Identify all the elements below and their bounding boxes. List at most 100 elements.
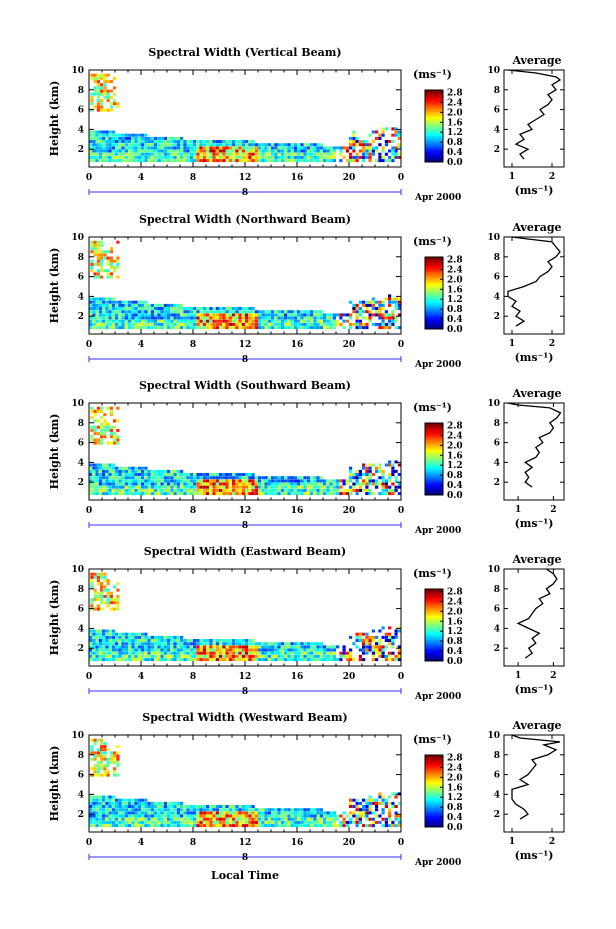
heatmap-cell — [173, 639, 177, 642]
heatmap-cell — [115, 811, 119, 815]
heatmap-cell — [274, 645, 278, 649]
heatmap-cell — [274, 152, 278, 156]
heatmap-cell — [189, 654, 193, 658]
heatmap-cell — [290, 479, 294, 483]
heatmap-cell — [147, 801, 151, 805]
heatmap-cell — [124, 801, 128, 805]
heatmap-cell — [215, 488, 219, 492]
heatmap-cell — [375, 149, 379, 153]
heatmap-cell — [332, 492, 336, 496]
heatmap-cell — [371, 801, 375, 805]
heatmap-cell — [349, 140, 353, 143]
colorbar-segment — [425, 776, 443, 780]
heatmap-cell — [215, 639, 219, 642]
heatmap-cell — [323, 492, 327, 496]
colorbar-segment — [425, 447, 443, 450]
heatmap-cell — [215, 326, 219, 330]
colorbar-segment — [425, 639, 443, 643]
heatmap-cell — [93, 92, 97, 96]
heatmap-cell — [264, 492, 268, 496]
heatmap-cell — [397, 658, 401, 662]
heatmap-cell — [391, 820, 395, 824]
heatmap-cell — [167, 159, 171, 163]
heatmap-cell — [173, 824, 177, 828]
heatmap-cell — [167, 485, 171, 489]
heatmap-cell — [388, 479, 392, 483]
heatmap-cell — [95, 488, 99, 492]
heatmap-cell — [128, 798, 132, 802]
heatmap-cell — [106, 757, 110, 761]
heatmap-cell — [90, 92, 94, 96]
heatmap-cell — [368, 824, 372, 828]
heatmap-cell — [176, 310, 180, 314]
heatmap-cell — [222, 152, 226, 156]
heatmap-cell — [326, 149, 330, 153]
heatmap-cell — [196, 658, 200, 662]
heatmap-cell — [293, 143, 297, 147]
heatmap-cell — [163, 326, 167, 330]
heatmap-cell — [141, 300, 145, 304]
heatmap-cell — [141, 479, 145, 483]
heatmap-cell — [248, 319, 252, 323]
heatmap-cell — [319, 310, 323, 314]
heatmap-cell — [102, 136, 106, 140]
heatmap-cell — [90, 243, 94, 247]
heatmap-cell — [160, 476, 164, 480]
heatmap-cell — [95, 469, 99, 473]
heatmap-cell — [271, 645, 275, 649]
heatmap-cell — [212, 814, 216, 818]
heatmap-cell — [339, 479, 343, 483]
heatmap-cell — [394, 811, 398, 815]
heatmap-cell — [258, 492, 262, 496]
heatmap-cell — [277, 479, 281, 483]
heatmap-cell — [388, 322, 392, 326]
heatmap-cell — [371, 798, 375, 802]
heatmap-cell — [241, 319, 245, 323]
heatmap-cell — [98, 130, 102, 134]
heatmap-cell — [222, 648, 226, 652]
colorbar-segment — [425, 620, 443, 624]
heatmap-cell — [342, 824, 346, 828]
heatmap-cell — [199, 152, 203, 156]
heatmap-cell — [248, 326, 252, 330]
heatmap-cell — [183, 814, 187, 818]
heatmap-cell — [362, 651, 366, 655]
heatmap-cell — [349, 488, 353, 492]
heatmap-cell — [105, 651, 109, 655]
heatmap-cell — [134, 136, 138, 140]
heatmap-cell — [206, 824, 210, 828]
heatmap-cell — [326, 817, 330, 821]
heatmap-cell — [368, 811, 372, 815]
heatmap-cell — [326, 492, 330, 496]
heatmap-cell — [96, 95, 100, 99]
heatmap-cell — [167, 313, 171, 317]
heatmap-cell — [113, 435, 117, 439]
heatmap-cell — [316, 492, 320, 496]
heatmap-cell — [167, 322, 171, 326]
heatmap-cell — [349, 648, 353, 652]
heatmap-cell — [352, 482, 356, 486]
heatmap-cell — [215, 140, 219, 143]
heatmap-cell — [128, 648, 132, 652]
heatmap-cell — [365, 492, 369, 496]
colorbar-tick-label: 1.2 — [447, 295, 463, 305]
heatmap-cell — [137, 645, 141, 649]
heatmap-cell — [160, 149, 164, 153]
heatmap-cell — [355, 310, 359, 314]
colorbar-tick-label: 0.0 — [447, 657, 463, 667]
heatmap-cell — [98, 300, 102, 304]
heatmap-cell — [92, 130, 96, 134]
heatmap-cell — [228, 149, 232, 153]
heatmap-cell — [277, 658, 281, 662]
heatmap-cell — [93, 73, 97, 77]
heatmap-cell — [254, 319, 258, 323]
heatmap-cell — [215, 808, 219, 812]
heatmap-cell — [300, 485, 304, 489]
heatmap-cell — [144, 632, 148, 636]
heatmap-cell — [375, 814, 379, 818]
heatmap-cell — [235, 476, 239, 480]
heatmap-cell — [134, 817, 138, 821]
heatmap-cell — [264, 485, 268, 489]
heatmap-cell — [222, 319, 226, 323]
heatmap-cell — [212, 316, 216, 320]
